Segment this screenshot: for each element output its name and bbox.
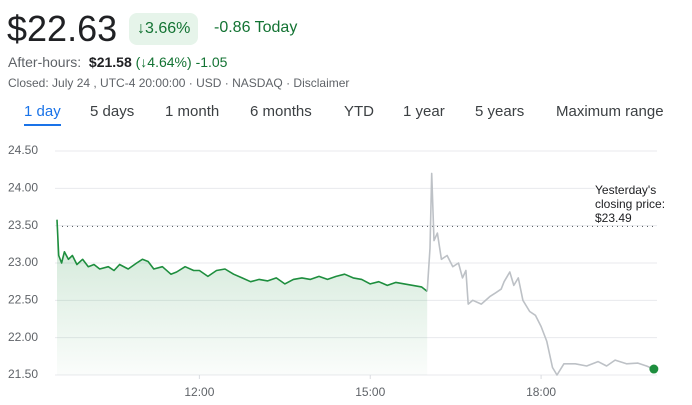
y-tick-label: 22.00: [8, 330, 38, 344]
change-percent-badge: ↓3.66%: [129, 13, 199, 45]
area: [57, 219, 428, 375]
change-value: -0.86: [214, 19, 251, 36]
range-tab[interactable]: 1 month: [165, 103, 220, 120]
price: $22.63: [7, 8, 118, 49]
range-tab[interactable]: 1 day: [24, 103, 61, 126]
range-tab[interactable]: 6 months: [250, 103, 312, 120]
range-tab[interactable]: 5 years: [475, 103, 525, 120]
reference-text: Yesterday's closing price:: [595, 183, 666, 211]
after-hours: After-hours: $21.58 (↓4.64%) -1.05: [8, 54, 227, 70]
reference-annotation: Yesterday's closing price: $23.49: [595, 183, 667, 225]
price-line: [426, 172, 655, 376]
y-tick-label: 22.50: [8, 293, 38, 307]
change: -0.86 Today: [214, 19, 297, 37]
change-period: Today: [254, 19, 298, 36]
last-price-dot: [649, 364, 659, 374]
y-tick-label: 23.50: [8, 218, 38, 232]
status: Closed: July 24 , UTC-4 20:00:00 · USD ·…: [8, 76, 350, 90]
x-tick-label: 15:00: [355, 385, 385, 399]
price-line: [56, 219, 428, 293]
after-hours-label: After-hours:: [8, 54, 82, 70]
y-tick-label: 23.00: [8, 255, 38, 269]
after-hours-percent: (↓4.64%): [135, 54, 192, 70]
y-tick-label: 24.00: [8, 181, 38, 195]
x-tick-label: 12:00: [184, 385, 214, 399]
after-hours-price: $21.58: [88, 54, 132, 70]
after-hours-change: -1.05: [195, 54, 228, 70]
reference-label: $23.49: [595, 211, 632, 225]
range-tab[interactable]: 1 year: [403, 103, 445, 120]
x-tick-label: 18:00: [526, 385, 556, 399]
y-tick-label: 24.50: [8, 143, 38, 157]
range-tab[interactable]: YTD: [344, 103, 374, 120]
range-tab[interactable]: Maximum range: [556, 103, 664, 120]
range-tab[interactable]: 5 days: [90, 103, 135, 120]
y-tick-label: 21.50: [8, 367, 38, 381]
